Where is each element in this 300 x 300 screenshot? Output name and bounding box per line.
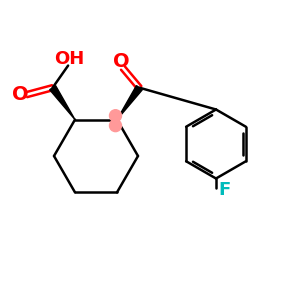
Circle shape — [110, 110, 122, 122]
Text: OH: OH — [55, 50, 85, 68]
Polygon shape — [117, 85, 142, 120]
Polygon shape — [50, 85, 75, 120]
Text: O: O — [113, 52, 130, 71]
Text: O: O — [12, 85, 28, 104]
Text: F: F — [218, 182, 230, 200]
Circle shape — [110, 120, 122, 132]
